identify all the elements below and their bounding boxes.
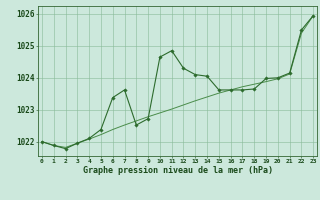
X-axis label: Graphe pression niveau de la mer (hPa): Graphe pression niveau de la mer (hPa) bbox=[83, 166, 273, 175]
